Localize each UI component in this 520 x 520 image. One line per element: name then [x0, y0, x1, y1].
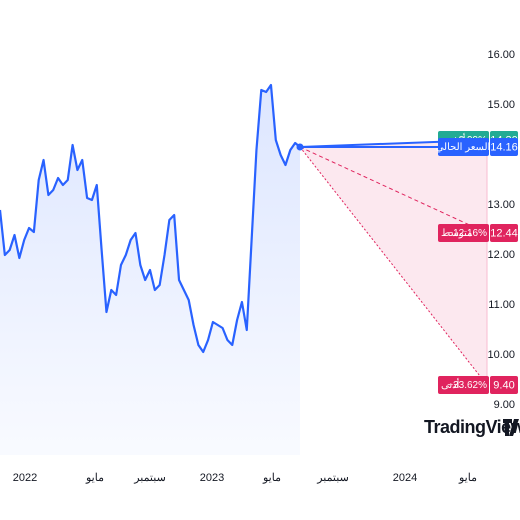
- x-tick-label: مايو: [262, 472, 281, 484]
- change-label: −33.62%: [447, 380, 487, 391]
- x-tick-label: سبتمبر: [133, 472, 166, 484]
- x-tick-label: مايو: [85, 472, 104, 484]
- forecast-name: أدنى: [441, 378, 460, 391]
- forecast-line: [299, 146, 488, 386]
- x-tick-label: سبتمبر: [316, 472, 349, 484]
- price-tag-label: 12.44: [490, 227, 518, 239]
- info-tag: [438, 138, 489, 156]
- price-tag-label: 9.40: [493, 379, 514, 391]
- y-tick-label: 15.00: [487, 99, 515, 111]
- y-tick-label: 13.00: [487, 199, 515, 211]
- y-tick-label: 9.00: [494, 399, 515, 411]
- forecast-name: متوسط: [441, 228, 472, 239]
- price-tag: [490, 224, 518, 242]
- info-tag: [438, 224, 489, 242]
- x-tick-label: 2022: [13, 472, 37, 484]
- y-tick-label: 10.00: [487, 349, 515, 361]
- y-tick-label: 16.00: [487, 49, 515, 61]
- forecast-line: [299, 146, 488, 234]
- info-tag: [438, 376, 489, 394]
- current-dot: [296, 143, 304, 151]
- y-tick-label: 12.00: [487, 249, 515, 261]
- x-tick-label: 2024: [393, 472, 417, 484]
- price-line: [0, 83, 301, 354]
- forecast-area: [300, 140, 487, 385]
- y-tick-label: 11.00: [488, 299, 515, 311]
- current-name: السعر الحالي: [436, 142, 491, 153]
- price-tag: [490, 376, 518, 394]
- price-tag-label: 14.16: [490, 141, 518, 153]
- tradingview-logo: [503, 419, 519, 436]
- x-tick-label: مايو: [458, 472, 477, 484]
- x-tick-label: 2023: [200, 472, 224, 484]
- watermark: TradingView: [424, 417, 520, 437]
- price-tag: [490, 138, 518, 156]
- change-label: −12.16%: [447, 228, 487, 239]
